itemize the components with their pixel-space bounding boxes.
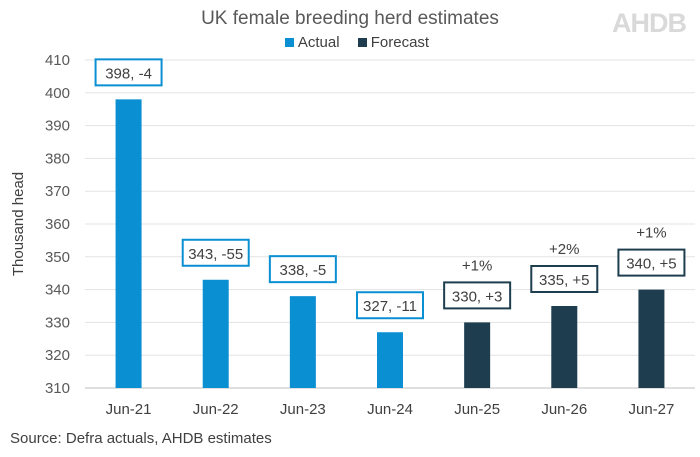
data-label: 338, -5 [280, 262, 327, 279]
data-label-box [617, 248, 686, 277]
y-tick-label: 380 [45, 150, 70, 167]
bar-Jun-25 [464, 322, 491, 388]
data-label: 398, -4 [105, 65, 152, 82]
y-axis-label: Thousand head [10, 172, 27, 276]
pct-change-label: +2% [549, 241, 579, 258]
legend-swatch-forecast [357, 38, 367, 47]
chart-title: UK female breeding herd estimates [201, 8, 499, 29]
data-label-box [443, 281, 512, 310]
bar-Jun-24 [377, 332, 403, 388]
data-label-box [356, 291, 424, 320]
legend-swatch-actual [284, 38, 294, 47]
y-tick-label: 340 [45, 282, 70, 299]
x-tick-label: Jun-22 [193, 401, 239, 418]
y-tick-label: 390 [45, 118, 70, 135]
y-tick-label: 320 [45, 347, 70, 364]
pct-change-label: +1% [462, 257, 492, 274]
y-tick-label: 400 [45, 85, 70, 102]
x-tick-label: Jun-27 [628, 401, 674, 418]
legend-forecast: Forecast [370, 34, 430, 51]
bar-Jun-26 [551, 306, 578, 388]
legend-actual: Actual [297, 34, 340, 51]
bar-Jun-27 [638, 289, 665, 388]
pct-change-label: +1% [636, 225, 666, 242]
y-tick-label: 310 [45, 380, 70, 397]
bar-Jun-21 [115, 99, 142, 389]
bar-Jun-22 [202, 279, 229, 388]
data-label: 335, +5 [539, 272, 589, 289]
ahdb-logo: AHDB [612, 8, 687, 38]
x-tick-label: Jun-24 [367, 401, 413, 418]
y-tick-label: 370 [45, 183, 70, 200]
data-label: 327, -11 [363, 298, 417, 315]
bar-Jun-23 [289, 296, 316, 388]
data-label-box [181, 238, 250, 267]
y-tick-label: 330 [45, 314, 70, 331]
y-tick-label: 350 [45, 249, 70, 266]
data-label-box [268, 255, 337, 284]
data-label-box [94, 58, 163, 87]
data-label-box [530, 265, 599, 293]
legend: Actual Forecast [0, 34, 700, 51]
y-tick-label: 360 [45, 216, 70, 233]
x-tick-label: Jun-25 [454, 401, 500, 418]
x-tick-label: Jun-26 [541, 401, 587, 418]
source-note: Source: Defra actuals, AHDB estimates [10, 430, 272, 447]
data-label: 330, +3 [452, 288, 502, 305]
x-tick-label: Jun-23 [280, 401, 326, 418]
data-label: 340, +5 [626, 256, 676, 273]
y-tick-label: 410 [45, 52, 70, 69]
data-label: 343, -55 [188, 246, 243, 263]
x-tick-label: Jun-21 [106, 401, 152, 418]
